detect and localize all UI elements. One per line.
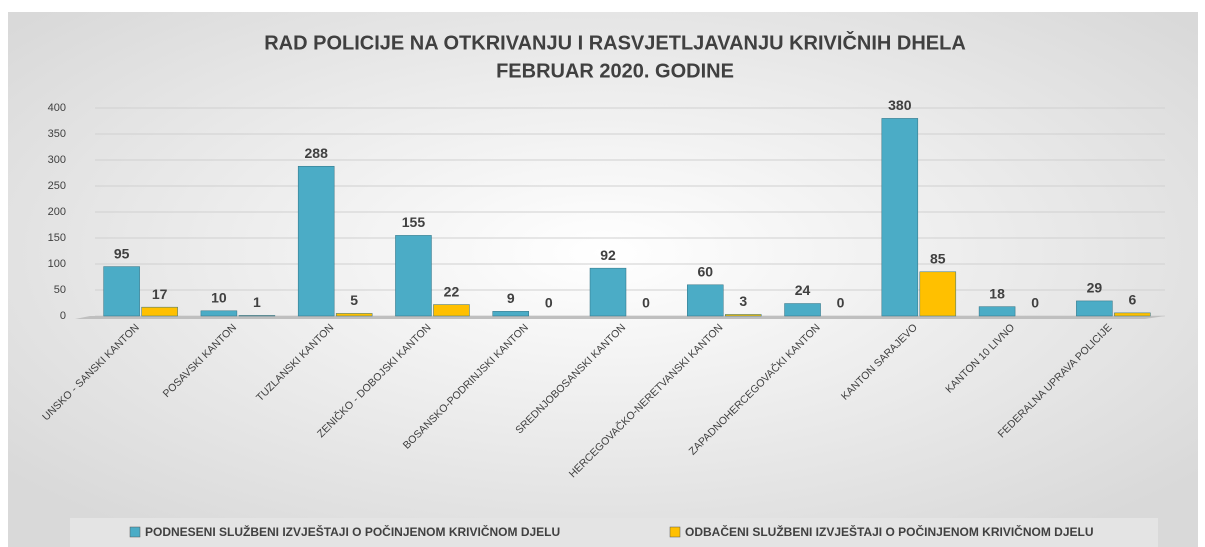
bar — [103, 266, 140, 317]
bar — [725, 314, 762, 317]
bar — [492, 311, 529, 317]
floor — [75, 316, 1165, 319]
bar — [433, 304, 470, 317]
data-label: 9 — [507, 290, 515, 306]
data-label: 22 — [444, 283, 460, 299]
y-tick-label: 350 — [48, 128, 66, 140]
data-label: 0 — [642, 295, 650, 311]
data-label: 6 — [1128, 292, 1136, 308]
bar — [589, 267, 627, 317]
y-tick-label: 0 — [60, 310, 66, 322]
chart-title: RAD POLICIJE NA OTKRIVANJU I RASVJETLJAV… — [264, 30, 966, 54]
bar — [687, 284, 724, 317]
data-label: 0 — [837, 295, 845, 311]
y-tick-label: 50 — [54, 284, 66, 296]
data-label: 1 — [253, 294, 261, 310]
data-label: 18 — [989, 285, 1005, 301]
data-label: 155 — [402, 214, 426, 230]
data-label: 3 — [739, 293, 747, 309]
data-label: 85 — [930, 251, 946, 267]
y-tick-label: 100 — [48, 258, 66, 270]
y-tick-label: 150 — [48, 232, 66, 244]
legend-swatch — [669, 526, 681, 538]
y-tick-label: 300 — [48, 154, 66, 166]
data-label: 5 — [350, 292, 358, 308]
data-label: 92 — [600, 247, 616, 263]
data-label: 0 — [1031, 295, 1039, 311]
y-tick-label: 250 — [48, 180, 66, 192]
data-label: 24 — [795, 282, 811, 298]
y-tick-label: 400 — [48, 102, 66, 114]
data-label: 0 — [545, 295, 553, 311]
legend-swatch — [129, 526, 141, 538]
bar — [200, 310, 238, 317]
data-label: 380 — [888, 97, 912, 113]
data-label: 95 — [114, 245, 130, 261]
legend-label: ODBAČENI SLUŽBENI IZVJEŠTAJI O POČINJENO… — [685, 524, 1094, 539]
bar — [141, 306, 178, 317]
bar — [881, 118, 919, 317]
y-tick-label: 200 — [48, 206, 66, 218]
legend-background — [70, 518, 1158, 547]
data-label: 60 — [697, 264, 713, 280]
data-label: 10 — [211, 290, 227, 306]
data-label: 29 — [1087, 280, 1103, 296]
bar — [784, 303, 821, 317]
bar — [919, 271, 957, 317]
bar — [395, 235, 432, 317]
bar — [1076, 300, 1113, 317]
bar — [238, 315, 276, 317]
bar — [1114, 312, 1151, 317]
chart-title: FEBRUAR 2020. GODINE — [496, 60, 734, 82]
bar — [978, 306, 1016, 317]
data-label: 17 — [152, 286, 168, 302]
legend-label: PODNESENI SLUŽBENI IZVJEŠTAJI O POČINJEN… — [145, 524, 560, 539]
data-label: 288 — [305, 145, 329, 161]
bar — [335, 313, 373, 317]
bar — [297, 165, 335, 317]
